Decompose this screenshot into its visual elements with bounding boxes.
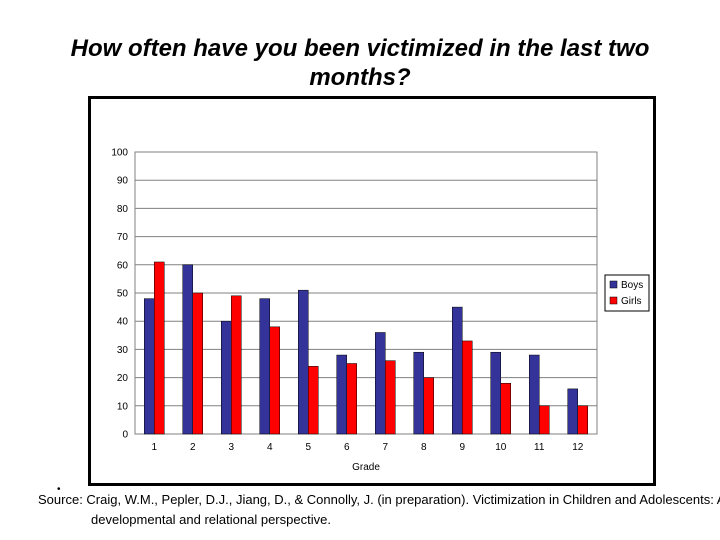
y-tick-label: 0 — [122, 430, 128, 441]
x-tick-label: 5 — [305, 442, 311, 453]
bar-boys — [375, 332, 386, 435]
bar-boys — [298, 289, 309, 435]
x-tick-label: 1 — [151, 442, 157, 453]
x-tick-label: 6 — [344, 442, 350, 453]
legend-swatch — [609, 296, 618, 305]
bar-girls — [269, 326, 280, 435]
bar-boys — [182, 264, 193, 435]
chart-frame: 0 10 20 30 40 50 60 70 80 90 100 1 2 3 4 5 6 7 8 9 10 11 12 Gra… — [88, 96, 656, 486]
x-tick-label: 11 — [534, 442, 545, 453]
bar-boys — [259, 298, 270, 435]
bar-boys — [529, 354, 540, 435]
x-tick-label: 8 — [421, 442, 427, 453]
bar-boys — [567, 388, 578, 435]
x-tick-label: 10 — [495, 442, 507, 453]
bar-boys — [413, 351, 424, 435]
y-tick-label: 10 — [117, 401, 129, 412]
bullet-icon: • — [57, 484, 61, 495]
bar-girls — [462, 340, 473, 435]
x-axis-title: Grade — [352, 462, 380, 473]
x-tick-label: 2 — [190, 442, 196, 453]
bar-girls — [192, 292, 203, 435]
legend-label: Girls — [621, 296, 642, 307]
x-tick-label: 7 — [382, 442, 388, 453]
y-tick-label: 90 — [117, 176, 129, 187]
bar-girls — [577, 405, 588, 435]
bar-girls — [308, 366, 319, 435]
bar-boys — [336, 354, 347, 435]
bar-boys — [452, 306, 463, 435]
y-tick-label: 70 — [117, 232, 129, 243]
y-tick-label: 40 — [117, 317, 129, 328]
bar-boys — [144, 298, 155, 435]
bar-girls — [423, 377, 434, 435]
bar-girls — [539, 405, 550, 435]
bar-girls — [385, 360, 396, 435]
y-tick-label: 100 — [111, 148, 128, 159]
legend-label: Boys — [621, 280, 643, 291]
bar-boys — [221, 320, 232, 435]
y-tick-label: 80 — [117, 204, 129, 215]
legend-swatch — [609, 280, 618, 289]
x-tick-label: 4 — [267, 442, 273, 453]
x-tick-label: 12 — [572, 442, 584, 453]
bar-girls — [500, 382, 511, 435]
bar-girls — [231, 295, 242, 435]
x-tick-label: 9 — [459, 442, 465, 453]
slide-title: How often have you been victimized in th… — [70, 35, 650, 91]
source-citation: Source: Craig, W.M., Pepler, D.J., Jiang… — [38, 492, 720, 527]
bar-girls — [154, 261, 165, 435]
y-tick-label: 60 — [117, 260, 129, 271]
y-tick-label: 20 — [117, 373, 129, 384]
x-tick-label: 3 — [228, 442, 234, 453]
bar-boys — [490, 351, 501, 435]
y-tick-label: 30 — [117, 345, 129, 356]
y-tick-label: 50 — [117, 289, 129, 300]
bar-girls — [346, 363, 357, 435]
